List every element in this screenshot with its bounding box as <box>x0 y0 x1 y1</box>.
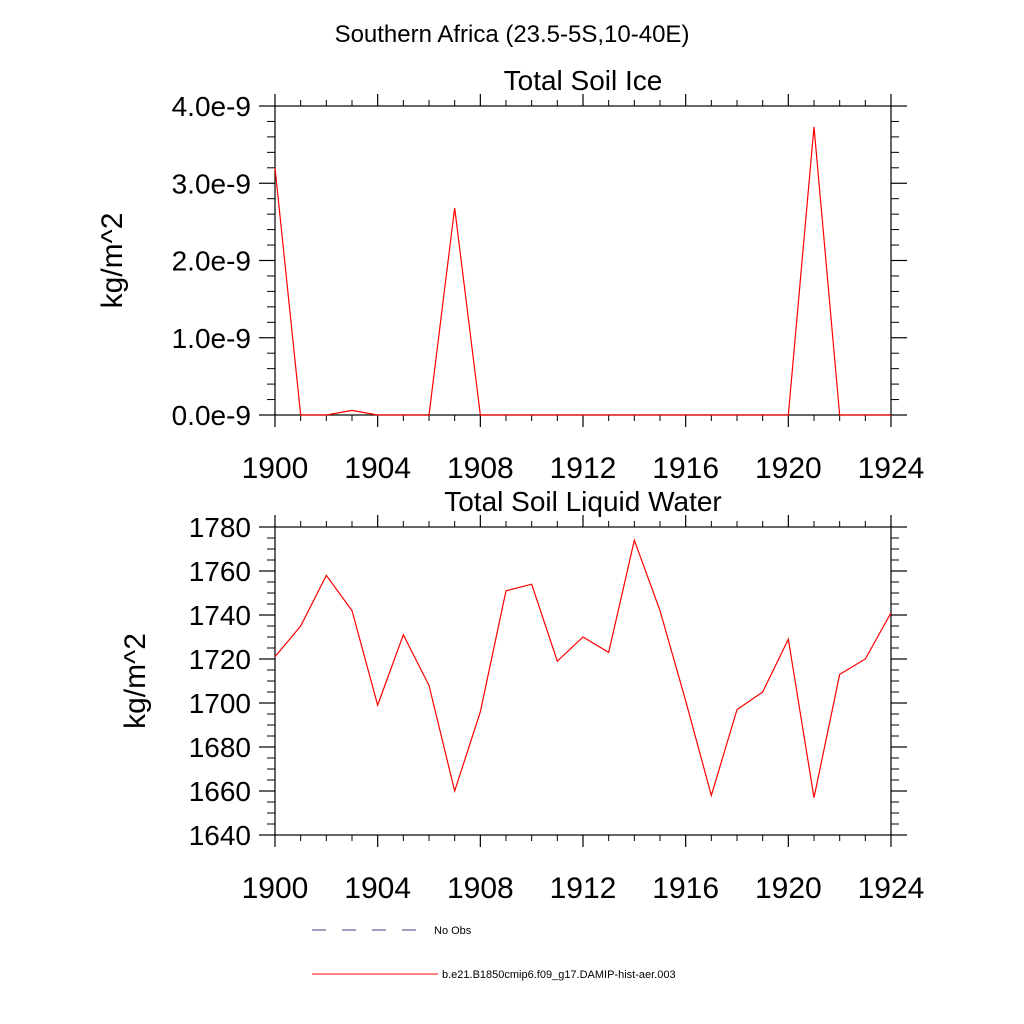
panel-title: Total Soil Liquid Water <box>444 486 722 517</box>
x-tick-label: 1904 <box>344 872 411 905</box>
series-line-model <box>274 538 892 798</box>
y-tick-label: 0.0e-9 <box>172 400 251 431</box>
legend-model-label: b.e21.B1850cmip6.f09_g17.DAMIP-hist-aer.… <box>442 969 676 981</box>
plot-frame <box>274 526 892 836</box>
panel-total-soil-ice: Total Soil Ice kg/m^2 1900 1904 1908 1912 1916… <box>96 65 924 485</box>
y-tick-label: 3.0e-9 <box>172 168 251 199</box>
y-tick-label: 2.0e-9 <box>172 246 251 277</box>
x-tick-label: 1908 <box>447 872 514 905</box>
y-tick-label: 1720 <box>189 644 251 675</box>
plot-frame <box>274 105 892 416</box>
y-tick-label: 1680 <box>189 732 251 763</box>
legend-obs-label: No Obs <box>434 925 472 937</box>
x-tick-label: 1908 <box>447 452 514 485</box>
y-tick-label: 4.0e-9 <box>172 91 251 122</box>
series-line-model <box>274 126 891 416</box>
figure-title: Southern Africa (23.5-5S,10-40E) <box>335 21 690 48</box>
panel-total-soil-liquid-water: Total Soil Liquid Water kg/m^2 1900 1904 190… <box>119 486 924 905</box>
y-axis-label: kg/m^2 <box>119 633 152 729</box>
x-tick-label: 1912 <box>550 872 617 905</box>
x-tick-label: 1900 <box>242 872 309 905</box>
x-tick-label: 1924 <box>858 872 925 905</box>
y-axis-label: kg/m^2 <box>96 213 129 309</box>
y-tick-label: 1780 <box>189 512 251 543</box>
x-tick-label: 1924 <box>858 452 925 485</box>
x-tick-label: 1920 <box>755 872 822 905</box>
y-tick-label: 1740 <box>189 600 251 631</box>
x-tick-label: 1900 <box>242 452 309 485</box>
y-tick-label: 1.0e-9 <box>172 323 251 354</box>
x-tick-label: 1912 <box>550 452 617 485</box>
x-tick-label: 1920 <box>755 452 822 485</box>
x-tick-label: 1904 <box>344 452 411 485</box>
y-tick-label: 1760 <box>189 556 251 587</box>
x-tick-label: 1916 <box>652 452 719 485</box>
x-tick-label: 1916 <box>652 872 719 905</box>
y-tick-label: 1640 <box>189 820 251 851</box>
y-tick-label: 1700 <box>189 688 251 719</box>
y-tick-label: 1660 <box>189 776 251 807</box>
legend: No Obs b.e21.B1850cmip6.f09_g17.DAMIP-hi… <box>312 925 676 981</box>
panel-title: Total Soil Ice <box>504 65 663 96</box>
